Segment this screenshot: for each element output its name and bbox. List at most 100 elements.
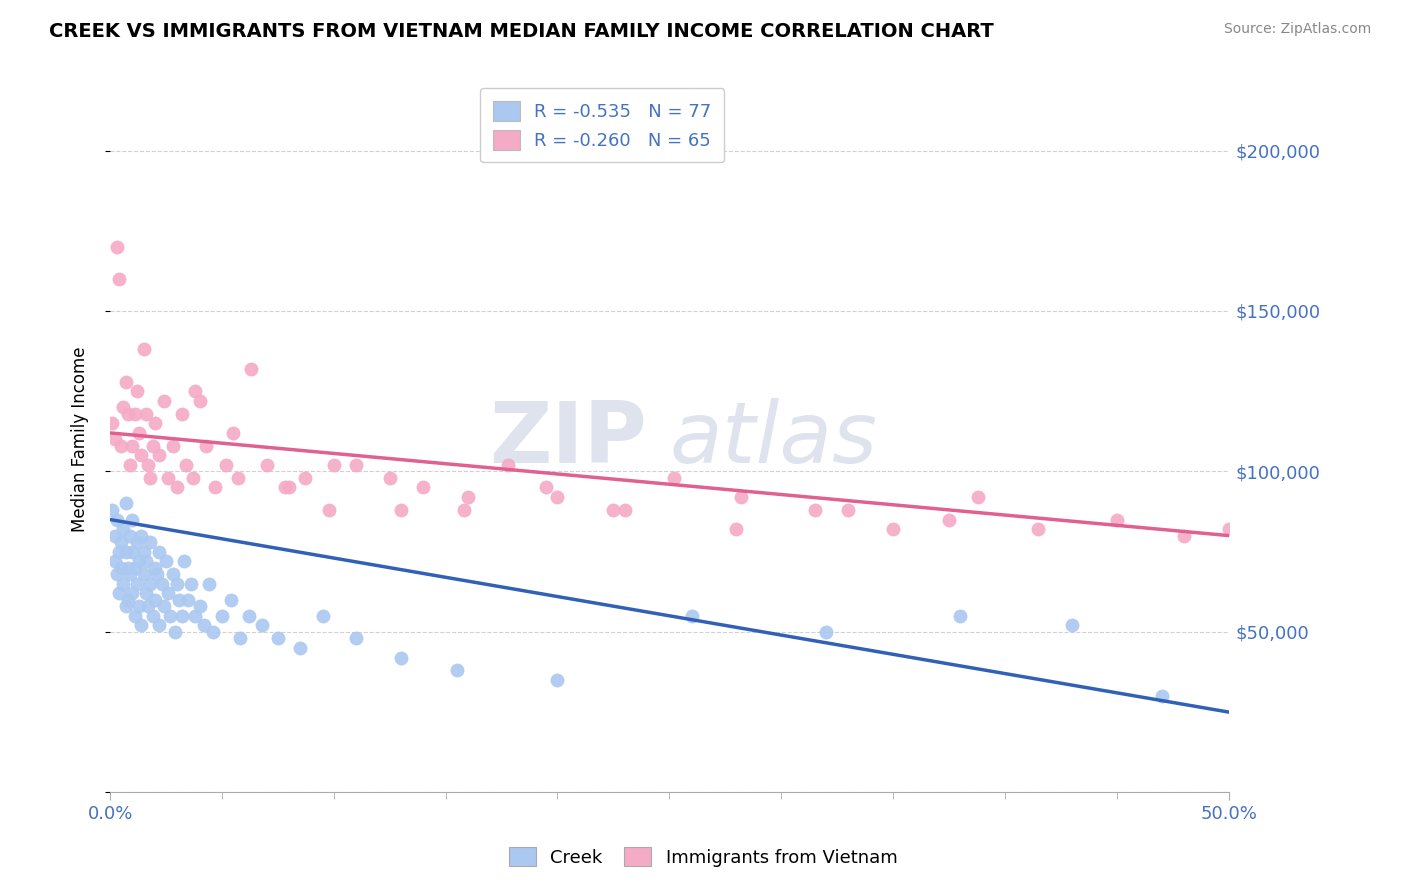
Point [124,407,146,421]
Point [184,384,207,399]
Point [378,471,401,485]
Point [1150,689,1173,703]
Point [882,522,904,536]
Point [240,361,263,376]
Point [152,599,174,614]
Point [197,576,219,591]
Point [273,480,295,494]
Text: atlas: atlas [669,398,877,481]
Point [135,554,157,568]
Point [229,632,252,646]
Point [125,384,148,399]
Point [446,664,468,678]
Legend: R = -0.535   N = 77, R = -0.260   N = 65: R = -0.535 N = 77, R = -0.260 N = 65 [481,88,724,162]
Point [128,554,150,568]
Point [173,554,195,568]
Point [162,567,184,582]
Point [110,439,132,453]
Point [142,439,165,453]
Point [128,425,150,440]
Point [108,272,131,286]
Point [114,375,136,389]
Point [547,490,569,504]
Point [157,471,180,485]
Point [124,608,146,623]
Point [132,544,155,558]
Text: CREEK VS IMMIGRANTS FROM VIETNAM MEDIAN FAMILY INCOME CORRELATION CHART: CREEK VS IMMIGRANTS FROM VIETNAM MEDIAN … [49,22,994,41]
Point [188,599,211,614]
Point [152,393,174,408]
Text: ZIP: ZIP [489,398,647,481]
Point [938,512,960,526]
Point [278,480,301,494]
Text: Source: ZipAtlas.com: Source: ZipAtlas.com [1223,22,1371,37]
Point [204,480,226,494]
Point [136,458,159,472]
Point [267,632,290,646]
Point [125,576,148,591]
Point [318,503,340,517]
Point [166,480,188,494]
Point [211,608,233,623]
Point [128,599,150,614]
Point [105,512,128,526]
Point [169,592,191,607]
Point [681,608,703,623]
Point [110,535,132,549]
Point [162,439,184,453]
Point [139,576,162,591]
Point [184,608,207,623]
Point [117,592,139,607]
Point [120,458,142,472]
Point [837,503,859,517]
Point [1105,512,1128,526]
Point [142,608,165,623]
Point [201,624,224,639]
Point [148,449,170,463]
Point [143,417,166,431]
Point [150,576,173,591]
Point [120,567,142,582]
Point [159,608,181,623]
Point [125,535,148,549]
Point [311,608,333,623]
Point [180,576,202,591]
Point [453,503,475,517]
Point [120,528,142,542]
Point [613,503,636,517]
Point [730,490,752,504]
Point [174,458,197,472]
Point [226,471,249,485]
Point [143,592,166,607]
Point [112,401,135,415]
Point [219,592,242,607]
Point [498,458,520,472]
Point [949,608,972,623]
Point [344,632,367,646]
Point [389,650,412,665]
Point [131,449,153,463]
Point [139,535,162,549]
Point [389,503,412,517]
Point [117,407,139,421]
Point [1028,522,1050,536]
Point [110,560,132,574]
Point [166,576,188,591]
Point [148,544,170,558]
Point [725,522,748,536]
Point [121,586,143,600]
Point [1218,522,1240,536]
Point [1060,618,1083,632]
Point [344,458,367,472]
Point [155,554,177,568]
Point [146,567,169,582]
Point [170,608,193,623]
Point [135,586,157,600]
Point [803,503,825,517]
Point [132,343,155,357]
Point [131,528,153,542]
Point [114,599,136,614]
Point [103,528,125,542]
Point [967,490,990,504]
Point [238,608,260,623]
